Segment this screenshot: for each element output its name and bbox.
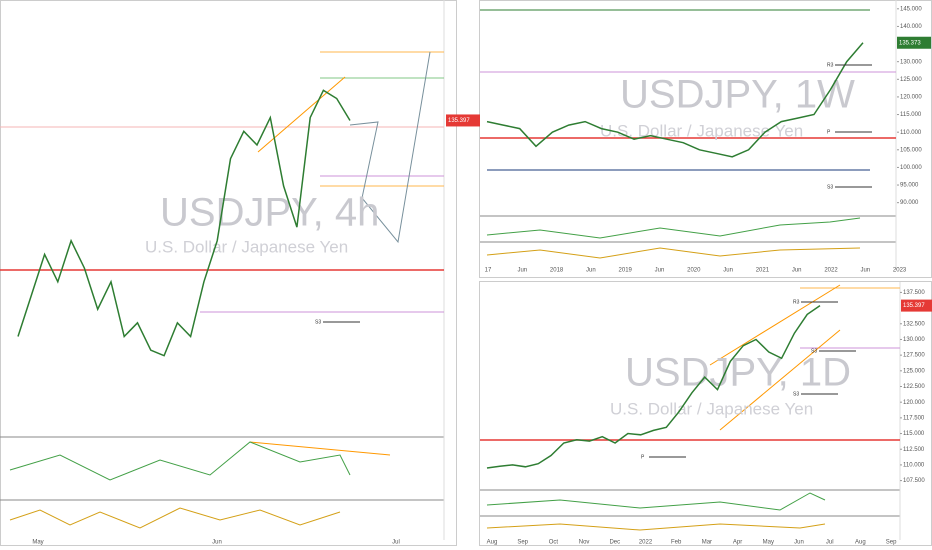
y-tick-label: 117.500 <box>903 415 925 421</box>
x-tick-label: Jun <box>517 268 527 274</box>
y-tick-label: 125.000 <box>900 77 922 83</box>
pivot-label: P <box>641 454 645 460</box>
x-tick-label: Apr <box>733 540 742 546</box>
trend-line <box>249 441 391 456</box>
x-tick-label: Jun <box>723 268 733 274</box>
y-tick-label: 125.000 <box>903 368 925 374</box>
price-tag <box>897 36 931 49</box>
watermark-title: USDJPY, 1D <box>625 351 851 395</box>
y-tick-label: 105.000 <box>900 147 922 153</box>
pivot-label: S3 <box>315 319 321 325</box>
x-tick-label: Jul <box>392 540 400 546</box>
price-tag-label: 135.397 <box>903 303 925 309</box>
price-tag <box>901 299 932 312</box>
watermark-subtitle: U.S. Dollar / Japanese Yen <box>610 399 813 418</box>
price-line <box>17 89 351 357</box>
y-tick-label: 132.500 <box>903 321 925 327</box>
x-tick-label: Jul <box>826 540 834 546</box>
oscillator <box>9 441 351 481</box>
x-tick-label: Sep <box>517 540 528 546</box>
price-line <box>486 304 821 469</box>
x-tick-label: Aug <box>487 540 498 546</box>
x-tick-label: May <box>32 540 43 546</box>
x-tick-label: Jun <box>794 540 804 546</box>
y-tick-label: 140.000 <box>900 24 922 30</box>
y-tick-label: 100.000 <box>900 165 922 171</box>
price-tag-label: 135.373 <box>899 40 921 46</box>
watermark-title: USDJPY, 4h <box>160 191 379 235</box>
pivot-label: S3 <box>827 184 833 190</box>
watermark-title: USDJPY, 1W <box>620 73 855 117</box>
y-tick-label: 130.000 <box>903 337 925 343</box>
y-tick-label: 112.500 <box>903 447 925 453</box>
x-tick-label: 2022 <box>824 268 838 274</box>
oscillator <box>486 217 861 239</box>
trend-line <box>257 76 346 153</box>
x-tick-label: Jun <box>212 540 222 546</box>
y-tick-label: 145.000 <box>900 6 922 12</box>
y-tick-label: 110.000 <box>903 462 925 468</box>
x-tick-label: Dec <box>609 540 620 546</box>
x-tick-label: May <box>763 540 774 546</box>
oscillator <box>486 247 861 259</box>
x-tick-label: 2020 <box>687 268 701 274</box>
trend-line <box>709 284 841 366</box>
y-tick-label: 107.500 <box>903 478 925 484</box>
oscillator <box>9 507 341 529</box>
price-tag <box>446 114 480 127</box>
y-tick-label: 120.000 <box>900 95 922 101</box>
panel-frame <box>0 0 457 546</box>
x-tick-label: Oct <box>549 540 559 546</box>
y-tick-label: 120.000 <box>903 400 925 406</box>
x-tick-label: Jun <box>655 268 665 274</box>
trend-line <box>719 329 841 431</box>
pivot-label: S3 <box>793 391 799 397</box>
x-tick-label: 2018 <box>550 268 564 274</box>
x-tick-label: Nov <box>579 540 590 546</box>
y-tick-label: 95.000 <box>900 183 919 189</box>
x-tick-label: Sep <box>886 540 897 546</box>
chart-layer: USDJPY, 4h U.S. Dollar / Japanese Yen May J… <box>17 6 932 546</box>
x-tick-label: Jun <box>792 268 802 274</box>
y-tick-label: 127.500 <box>903 353 925 359</box>
oscillator <box>486 492 826 511</box>
price-tag-label: 135.397 <box>448 118 470 124</box>
x-tick-label: Aug <box>855 540 866 546</box>
pivot-label: S3 <box>811 348 817 354</box>
y-tick-label: 130.000 <box>900 59 922 65</box>
projection <box>349 51 431 244</box>
x-tick-label: 2023 <box>893 268 907 274</box>
y-tick-label: 115.000 <box>900 112 922 118</box>
pivot-label: R3 <box>793 299 800 305</box>
price-line <box>486 42 864 158</box>
pivot-label: R3 <box>827 62 834 68</box>
y-tick-label: 122.500 <box>903 384 925 390</box>
pivot-label: P <box>827 129 831 135</box>
y-tick-label: 90.000 <box>900 200 919 206</box>
x-tick-label: Mar <box>702 540 712 546</box>
x-tick-label: 2022 <box>639 540 653 546</box>
x-tick-label: 2019 <box>619 268 633 274</box>
oscillator <box>486 523 826 531</box>
watermark-subtitle: U.S. Dollar / Japanese Yen <box>145 237 348 256</box>
y-tick-label: 137.500 <box>903 290 925 296</box>
x-tick-label: 2021 <box>756 268 770 274</box>
x-tick-label: Jun <box>860 268 870 274</box>
x-tick-label: Feb <box>671 540 682 546</box>
x-tick-label: 17 <box>485 268 492 274</box>
y-tick-label: 115.000 <box>903 431 925 437</box>
x-tick-label: Jun <box>586 268 596 274</box>
y-tick-label: 110.000 <box>900 130 922 136</box>
